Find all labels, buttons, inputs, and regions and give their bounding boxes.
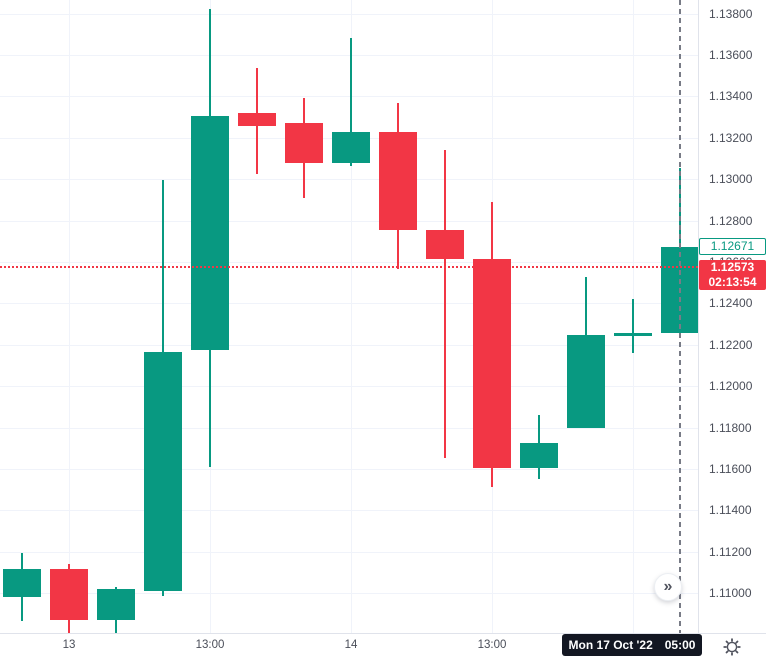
- price-tick-label: 1.13200: [709, 130, 753, 145]
- time-tick-label: 13:00: [477, 639, 507, 651]
- candle-body-down: [238, 113, 276, 126]
- candle-body-up: [191, 116, 229, 350]
- grid-horizontal-line: [0, 220, 698, 222]
- candle-body-up: [144, 352, 182, 591]
- candle-body-down: [473, 259, 511, 469]
- last-price-countdown-badge: 1.12573 02:13:54: [699, 259, 766, 290]
- candle-wick-up: [632, 298, 634, 353]
- price-tick-label: 1.13000: [709, 172, 753, 187]
- candle-body-up: [332, 132, 370, 164]
- price-axis-border: [698, 0, 699, 633]
- grid-horizontal-line: [0, 551, 698, 553]
- candle-body-down: [379, 132, 417, 230]
- grid-vertical-line: [350, 0, 352, 633]
- grid-horizontal-line: [0, 510, 698, 512]
- crosshair-time-badge: Mon 17 Oct '22 05:00: [562, 634, 702, 656]
- candle-wick-down: [444, 150, 446, 459]
- time-axis-border: [0, 633, 766, 634]
- price-tick-label: 1.13600: [709, 47, 753, 62]
- price-tick-label: 1.11800: [709, 420, 752, 435]
- candle-body-up: [3, 569, 41, 597]
- last-price-value: 1.12573: [710, 259, 755, 274]
- price-tick-label: 1.11000: [709, 586, 752, 600]
- crosshair-time: 05:00: [664, 638, 696, 652]
- time-tick-label: 13:00: [195, 639, 225, 651]
- crosshair-vertical-line: [679, 0, 681, 633]
- grid-horizontal-line: [0, 96, 698, 98]
- candle-wick-up: [350, 38, 352, 166]
- double-chevron-right-icon: »: [663, 578, 673, 595]
- grid-horizontal-line: [0, 303, 698, 305]
- gear-icon: [723, 638, 741, 656]
- current-price-line: [0, 266, 698, 269]
- candle-body-down: [50, 569, 88, 620]
- price-tick-label: 1.13800: [709, 6, 753, 21]
- candle-body-up: [614, 333, 652, 336]
- chart-pane[interactable]: [0, 0, 698, 633]
- grid-horizontal-line: [0, 468, 698, 470]
- crosshair-date: Mon 17 Oct '22: [568, 638, 653, 652]
- price-tick-label: 1.11200: [709, 544, 752, 559]
- price-tick-label: 1.12400: [709, 296, 753, 311]
- candle-body-up: [520, 443, 558, 468]
- candle-body-down: [426, 230, 464, 259]
- price-tick-label: 1.11600: [709, 461, 752, 476]
- time-tick-label: 14: [344, 639, 358, 651]
- price-tick-label: 1.13400: [709, 89, 753, 104]
- grid-horizontal-line: [0, 427, 698, 429]
- grid-horizontal-line: [0, 13, 698, 15]
- candle-body-up: [567, 334, 605, 428]
- grid-horizontal-line: [0, 344, 698, 346]
- price-tick-label: 1.12000: [709, 379, 753, 394]
- price-tick-label: 1.11400: [709, 503, 752, 518]
- grid-horizontal-line: [0, 593, 698, 594]
- grid-horizontal-line: [0, 179, 698, 181]
- grid-horizontal-line: [0, 386, 698, 388]
- candle-body-up: [97, 588, 135, 620]
- price-tick-label: 1.12800: [709, 213, 753, 228]
- time-axis-settings-button[interactable]: [698, 634, 766, 660]
- grid-horizontal-line: [0, 261, 698, 263]
- price-tick-label: 1.12200: [709, 337, 753, 352]
- scroll-to-realtime-button[interactable]: »: [654, 573, 682, 601]
- candle-body-down: [285, 123, 323, 164]
- grid-horizontal-line: [0, 54, 698, 56]
- bar-countdown-timer: 02:13:54: [708, 274, 757, 289]
- time-tick-label: 13: [62, 639, 76, 651]
- ask-price-badge: 1.12671: [699, 238, 766, 256]
- grid-vertical-line: [68, 0, 70, 633]
